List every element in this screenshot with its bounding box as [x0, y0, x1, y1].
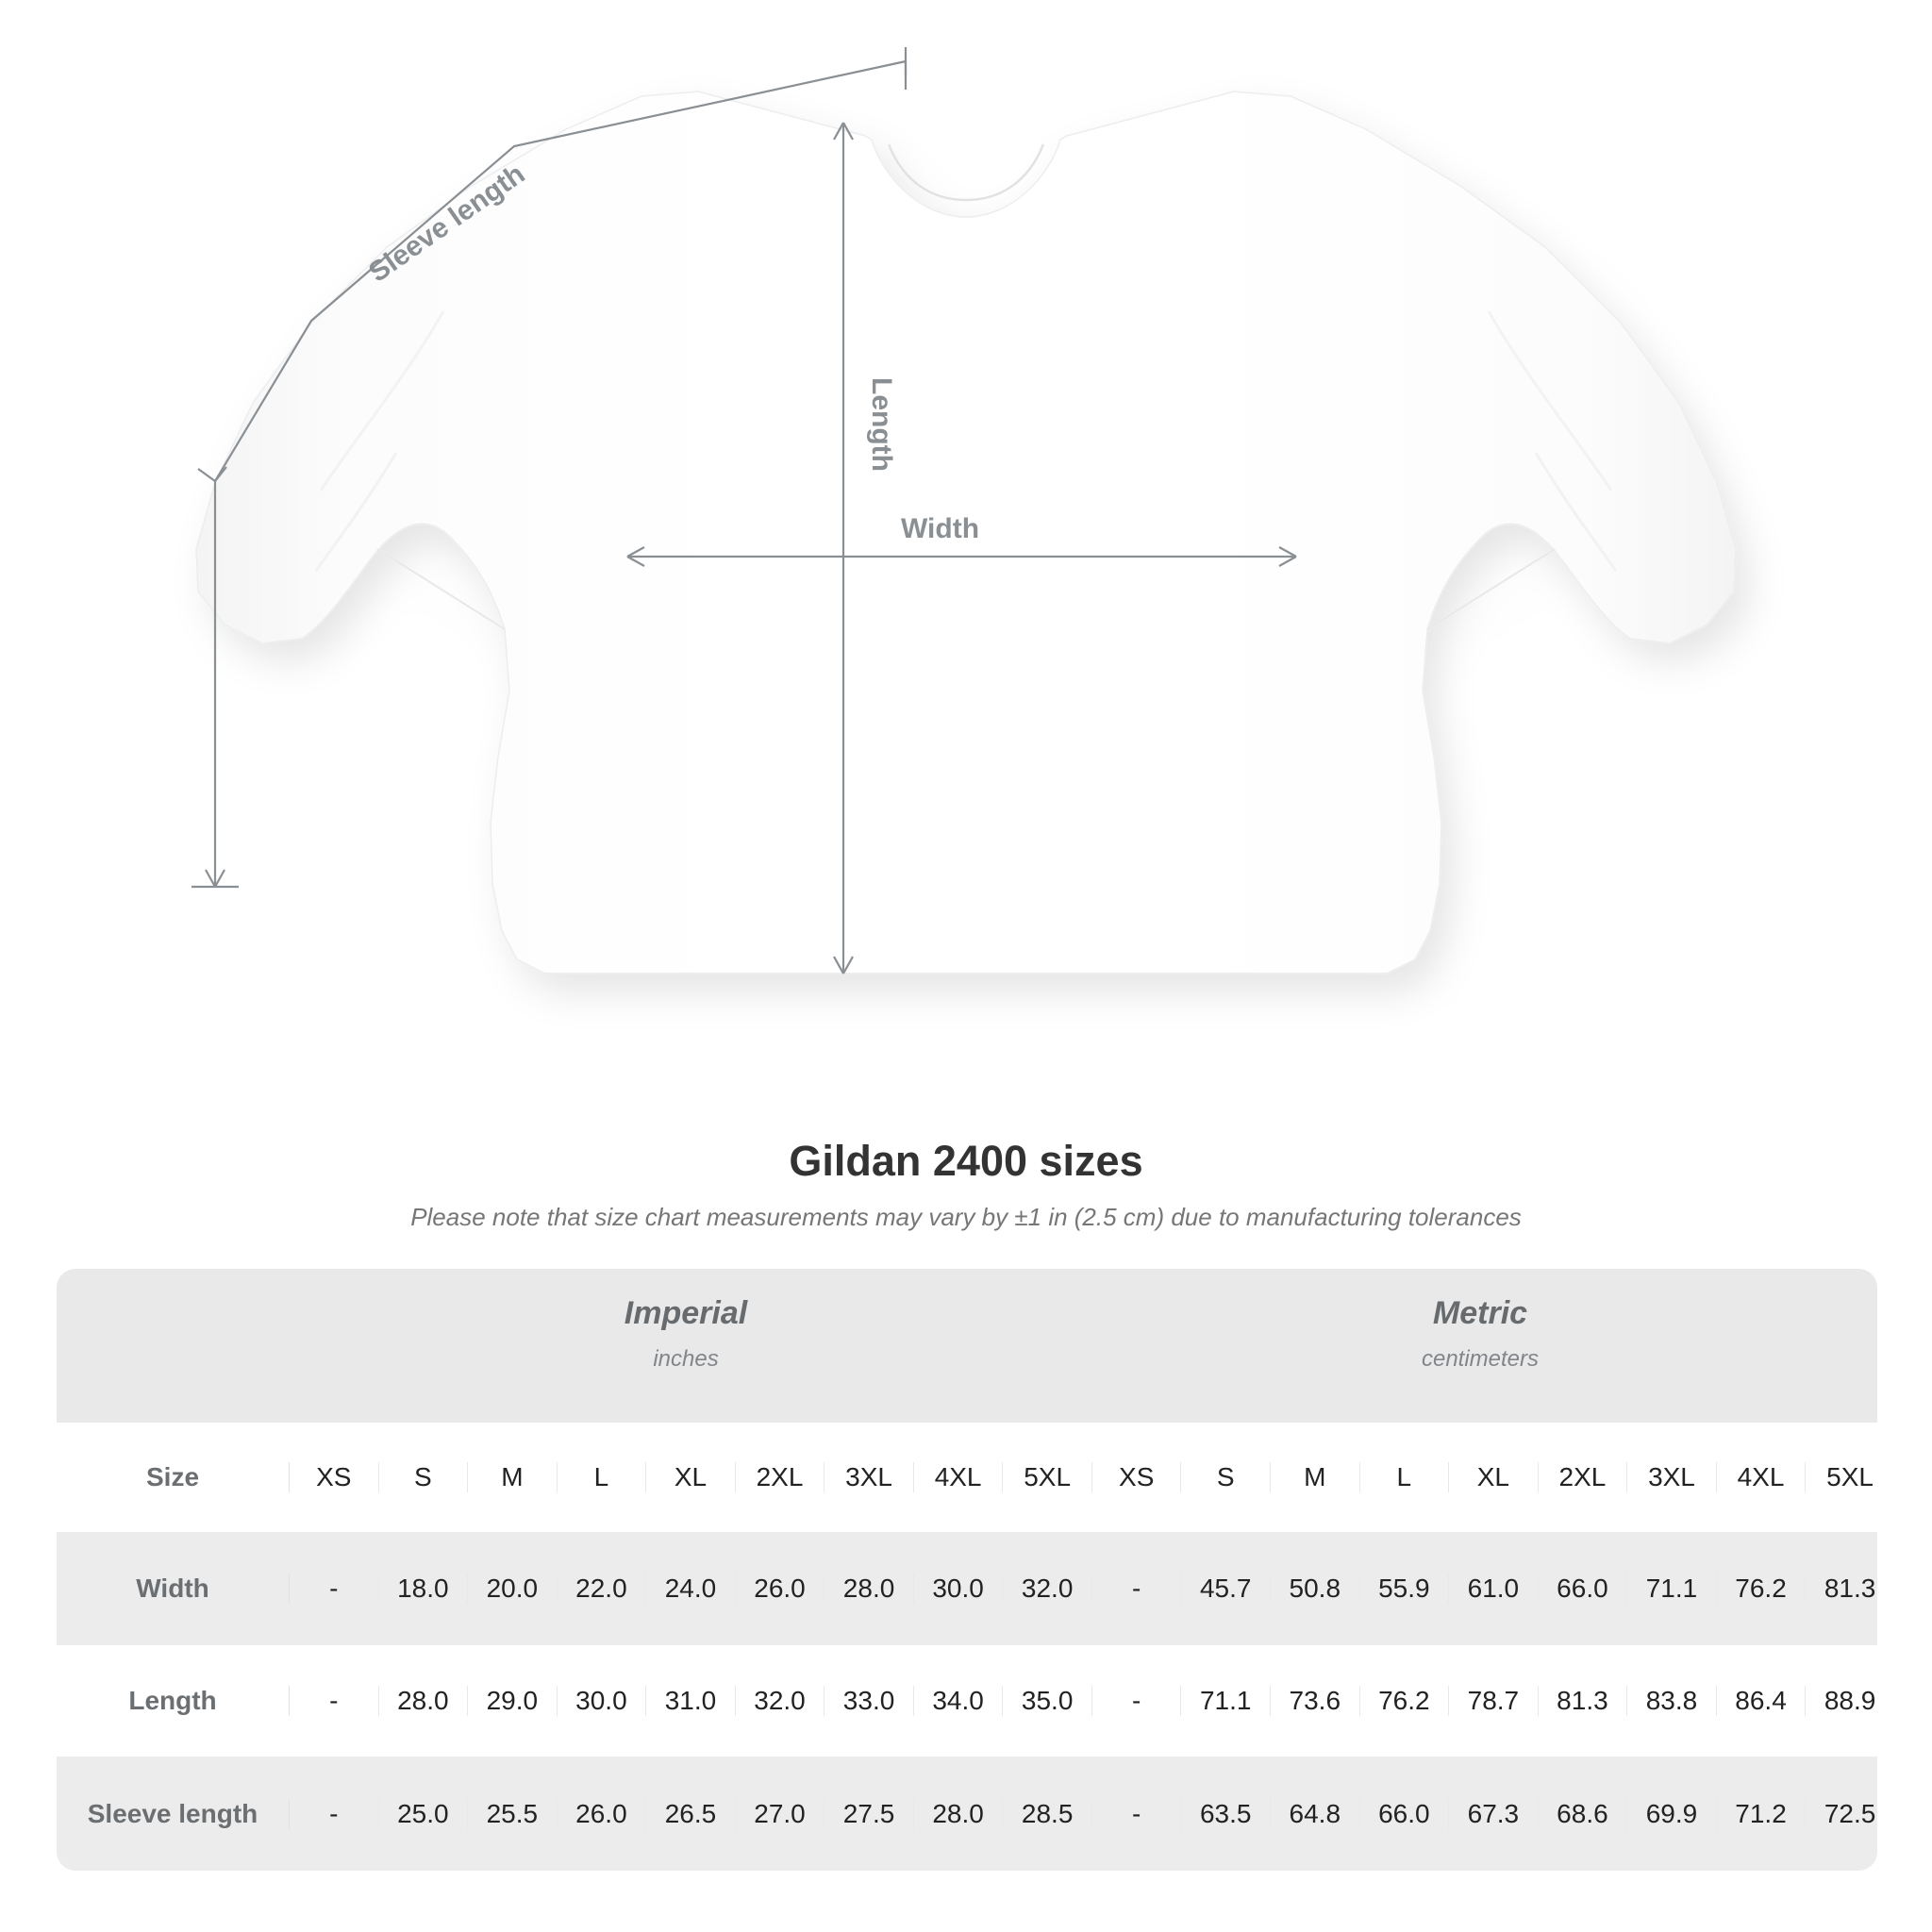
svg-text:Width: Width — [901, 513, 979, 544]
svg-text:Length: Length — [866, 377, 897, 472]
